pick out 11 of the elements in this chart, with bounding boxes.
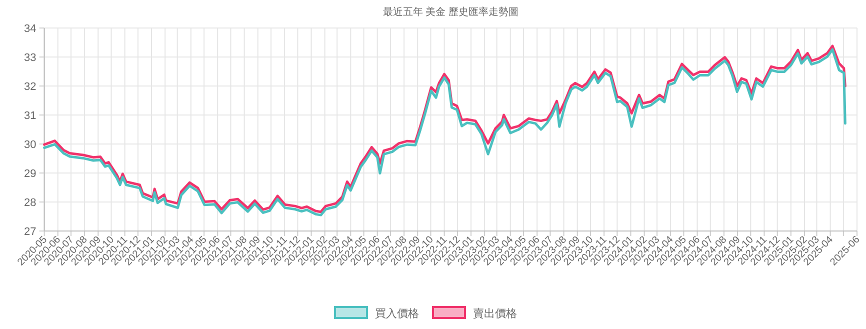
y-tick-label: 29 xyxy=(24,168,36,180)
legend-label: 賣出價格 xyxy=(473,307,517,320)
chart-title: 最近五年 美金 歷史匯率走勢圖 xyxy=(382,6,518,18)
y-tick-label: 34 xyxy=(24,23,36,35)
y-tick-label: 28 xyxy=(24,197,36,209)
y-tick-label: 31 xyxy=(24,110,36,122)
y-tick-label: 33 xyxy=(24,52,36,64)
y-tick-label: 30 xyxy=(24,139,36,151)
y-tick-label: 32 xyxy=(24,81,36,93)
y-tick-label: 27 xyxy=(24,226,36,238)
legend-label: 買入價格 xyxy=(375,307,419,320)
